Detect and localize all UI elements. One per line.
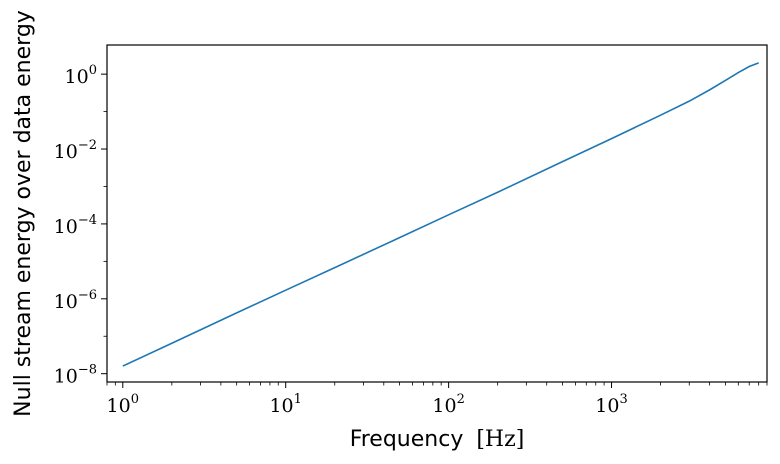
plot-frame: [106, 44, 768, 383]
x-tick-label-2: 102: [432, 392, 464, 417]
plot-line-layer: [122, 62, 759, 367]
y-tick-label-1: 10−6: [54, 288, 97, 313]
series-line-0: [122, 62, 759, 367]
x-axis: 100 101 102 103: [107, 382, 768, 417]
y-axis-label: Null stream energy over data energy: [11, 10, 36, 417]
y-tick-exponent: −2: [78, 138, 97, 153]
x-tick-exponent: 1: [294, 392, 302, 407]
y-tick-exponent: −6: [78, 288, 97, 303]
y-tick-label-4: 100: [65, 63, 97, 88]
y-tick-base: 10: [54, 366, 78, 388]
x-tick-label-3: 103: [595, 392, 627, 417]
x-tick-base: 10: [269, 395, 293, 417]
x-tick-base: 10: [432, 395, 456, 417]
y-tick-base: 10: [54, 141, 78, 163]
x-tick-exponent: 2: [457, 392, 465, 407]
x-tick-label-1: 101: [269, 392, 301, 417]
x-axis-label-text: Frequency: [350, 427, 464, 452]
y-tick-exponent: −4: [78, 213, 97, 228]
x-tick-exponent: 0: [131, 392, 139, 407]
y-tick-exponent: 0: [89, 63, 97, 78]
y-tick-base: 10: [65, 66, 89, 88]
y-tick-label-0: 10−8: [54, 363, 97, 388]
x-tick-base: 10: [595, 395, 619, 417]
x-axis-label-unit: [Hz]: [476, 427, 524, 452]
y-tick-base: 10: [54, 216, 78, 238]
y-tick-exponent: −8: [78, 363, 97, 378]
x-tick-base: 10: [107, 395, 131, 417]
y-tick-base: 10: [54, 291, 78, 313]
x-axis-label: Frequency [Hz]: [350, 427, 525, 452]
y-tick-label-2: 10−4: [54, 213, 97, 238]
x-tick-exponent: 3: [619, 392, 627, 407]
y-tick-label-3: 10−2: [54, 138, 97, 163]
x-tick-label-0: 100: [107, 392, 139, 417]
